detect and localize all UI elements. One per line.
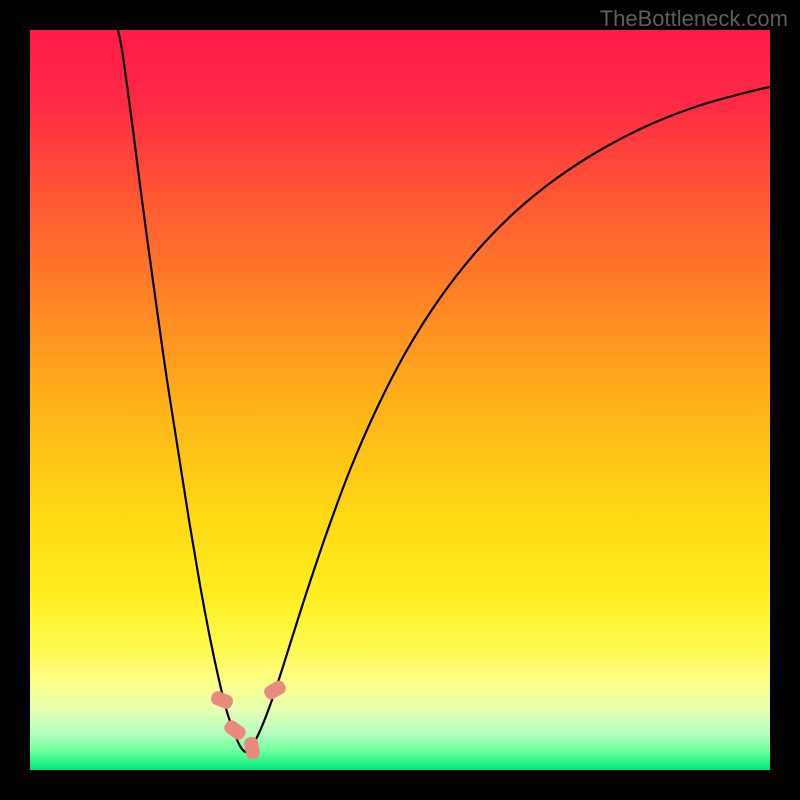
bottleneck-curve bbox=[30, 30, 770, 770]
plot-area bbox=[30, 30, 770, 770]
watermark: TheBottleneck.com bbox=[600, 6, 788, 32]
